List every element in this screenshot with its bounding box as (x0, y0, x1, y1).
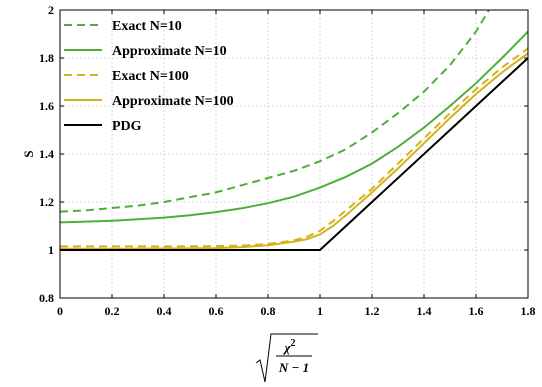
y-tick-label: 1.8 (39, 51, 54, 65)
x-axis-numerator: χ2 (282, 338, 295, 355)
x-axis-label: χ2 N − 1 (255, 333, 318, 383)
y-axis-label: S (21, 150, 36, 157)
y-tick-label: 0.8 (39, 291, 54, 305)
x-axis-chi: χ (282, 340, 291, 355)
ticks: 0 0.2 0.4 0.6 0.8 1 1.2 1.4 1.6 1.8 0.8 1 1.2 1.4 1.6 1… (39, 3, 536, 318)
x-axis-exponent: 2 (291, 338, 296, 349)
series-line-4 (60, 52, 529, 250)
series-group (59, 9, 529, 251)
x-tick-label: 0.8 (261, 304, 276, 318)
x-tick-label: 0.4 (157, 304, 172, 318)
y-tick-label: 2 (48, 3, 54, 17)
legend-label-3: Exact N=100 (112, 69, 189, 84)
legend: Exact N=10 Approximate N=10 Exact N=100 App… (64, 19, 234, 134)
legend-label-4: Approximate N=100 (112, 94, 234, 109)
legend-label-2: Approximate N=10 (112, 44, 227, 59)
x-tick-label: 1.2 (365, 304, 380, 318)
series-line-5 (60, 57, 529, 251)
series-line-2 (59, 30, 529, 224)
x-tick-label: 0 (57, 304, 63, 318)
x-tick-label: 1.6 (469, 304, 484, 318)
x-axis-radical (255, 333, 318, 383)
series-line-3 (60, 47, 529, 248)
x-tick-label: 1 (317, 304, 323, 318)
y-tick-label: 1.6 (39, 99, 54, 113)
x-axis-denominator: N − 1 (278, 360, 309, 375)
series-line-1 (59, 9, 490, 213)
x-tick-label: 1.4 (417, 304, 432, 318)
y-tick-label: 1 (48, 243, 54, 257)
x-tick-label: 1.8 (521, 304, 536, 318)
y-tick-label: 1.4 (39, 147, 54, 161)
x-tick-label: 0.6 (209, 304, 224, 318)
legend-label-5: PDG (112, 119, 142, 134)
legend-label-1: Exact N=10 (112, 19, 182, 34)
x-tick-label: 0.2 (105, 304, 120, 318)
y-tick-label: 1.2 (39, 195, 54, 209)
